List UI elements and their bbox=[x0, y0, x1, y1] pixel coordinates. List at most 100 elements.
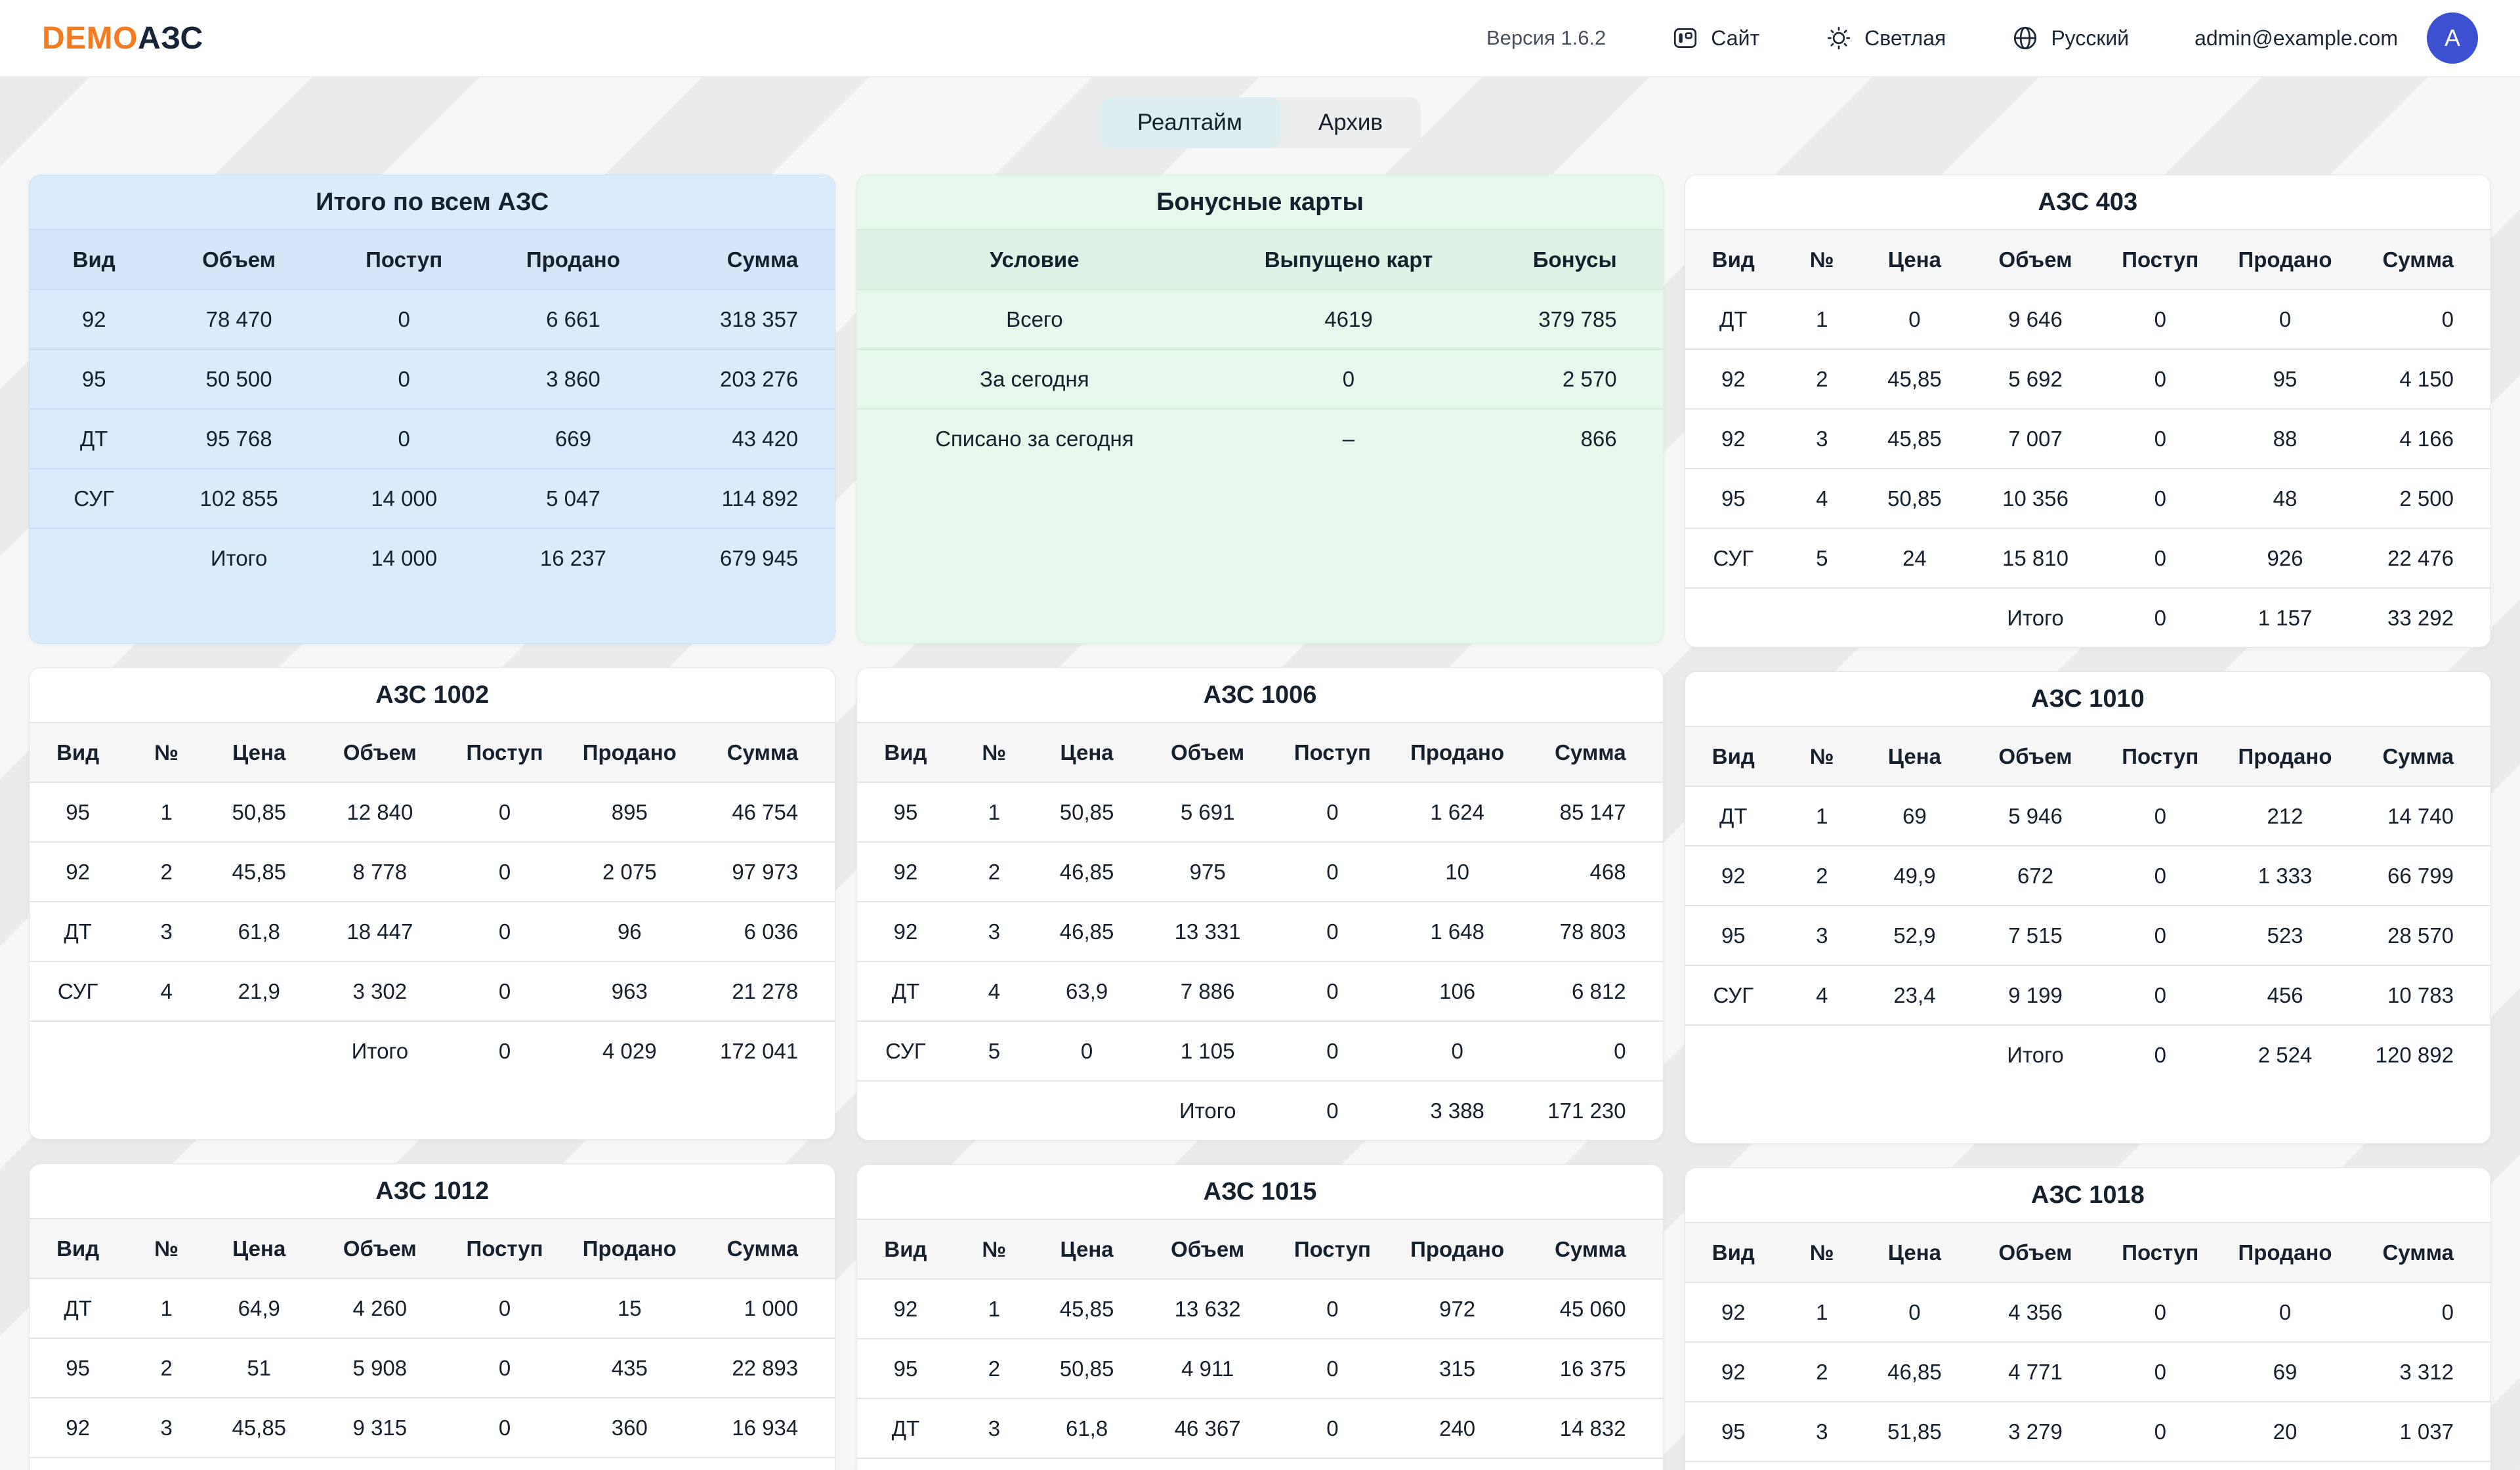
table-cell: Объем bbox=[343, 740, 417, 765]
table-row: Итого 0 2 524 120 892 bbox=[1685, 1024, 2490, 1084]
table-cell: Объем bbox=[1998, 1240, 2072, 1265]
table-cell: 679 945 bbox=[719, 545, 799, 570]
table-cell: 5 bbox=[988, 1038, 1001, 1063]
table-cell: Цена bbox=[1887, 1240, 1942, 1265]
table-cell: 0 bbox=[398, 366, 410, 391]
table-cell: 1 000 bbox=[744, 1295, 799, 1320]
table-cell: Всего bbox=[1006, 306, 1063, 331]
tab-1[interactable]: Архив bbox=[1280, 97, 1421, 148]
table-cell: 5 047 bbox=[546, 486, 600, 511]
table-cell: 92 bbox=[81, 306, 106, 331]
table-cell: 95 bbox=[66, 799, 90, 824]
table-cell: 14 000 bbox=[371, 545, 438, 570]
table-cell: 45,85 bbox=[232, 859, 287, 884]
station-card-1012: АЗС 1012 Вид № Цена Объем Поступ Продано Сумма Д… bbox=[29, 1164, 836, 1470]
tab-0[interactable]: Реалтайм bbox=[1099, 97, 1280, 148]
card-title: АЗС 1010 bbox=[2030, 684, 2145, 713]
table-cell: 10 783 bbox=[2387, 982, 2454, 1007]
table-cell: За сегодня bbox=[980, 366, 1089, 391]
table-cell: 5 946 bbox=[2008, 803, 2063, 828]
table-cell: 45,85 bbox=[1887, 426, 1942, 451]
table-cell: 92 bbox=[893, 1296, 918, 1321]
table-row: СУГ 4 21,9 3 302 0 963 21 278 bbox=[30, 961, 835, 1020]
table-cell: Вид bbox=[1712, 247, 1755, 272]
table-cell: Сумма bbox=[1555, 740, 1626, 765]
table-cell: 0 bbox=[2154, 426, 2166, 451]
table-cell: 45,85 bbox=[232, 1415, 287, 1440]
language-button[interactable]: Русский bbox=[2011, 24, 2129, 52]
table-cell: 212 bbox=[2267, 803, 2303, 828]
table-cell: 46,85 bbox=[1059, 919, 1114, 944]
table-cell: 1 bbox=[1816, 803, 1828, 828]
table-cell: Объем bbox=[1998, 247, 2072, 272]
site-button[interactable]: Сайт bbox=[1671, 24, 1759, 52]
table-cell: 95 bbox=[1721, 923, 1746, 948]
table-cell: 0 bbox=[2154, 982, 2166, 1007]
table-cell: СУГ bbox=[885, 1038, 926, 1063]
tabs: Реалтайм Архив bbox=[1099, 97, 1421, 148]
card-title: АЗС 1006 bbox=[1203, 681, 1317, 709]
table-cell: 13 331 bbox=[1174, 919, 1241, 944]
table-cell: 13 632 bbox=[1174, 1296, 1241, 1321]
table-cell: Сумма bbox=[726, 1236, 799, 1261]
table-cell: 0 bbox=[398, 306, 410, 331]
avatar[interactable]: A bbox=[2427, 12, 2478, 64]
table-cell: 22 893 bbox=[732, 1355, 799, 1380]
table-cell: 0 bbox=[1326, 1098, 1339, 1123]
station-card-403: АЗС 403 Вид № Цена Объем Поступ Продано Сумма ДТ… bbox=[1684, 175, 2491, 648]
table-cell: Вид bbox=[56, 740, 100, 765]
card-title: АЗС 403 bbox=[2038, 188, 2138, 216]
table-cell: № bbox=[1809, 247, 1834, 272]
card-title: АЗС 1018 bbox=[2030, 1181, 2145, 1209]
table-cell: 4 911 bbox=[1181, 1356, 1234, 1381]
table-cell: 0 bbox=[2278, 306, 2292, 331]
table-row: 95 3 52,9 7 515 0 523 28 570 bbox=[1685, 905, 2490, 965]
column-left: Итого по всем АЗС Вид Объем Поступ Продано Су… bbox=[29, 175, 836, 1470]
table-cell: № bbox=[154, 1236, 179, 1261]
app-header: DEMOАЗС Версия 1.6.2 Сайт С bbox=[0, 0, 2520, 77]
table-cell: 0 bbox=[2154, 366, 2166, 391]
card-title: АЗС 1012 bbox=[375, 1177, 490, 1205]
table-cell: 9 646 bbox=[2008, 306, 2063, 331]
table-cell: 0 bbox=[1908, 1299, 1921, 1324]
table-cell: 3 388 bbox=[1430, 1098, 1484, 1123]
theme-button[interactable]: Светлая bbox=[1825, 24, 1946, 52]
table-cell: 0 bbox=[498, 1038, 511, 1063]
table-cell: 0 bbox=[1080, 1038, 1093, 1063]
site-icon bbox=[1674, 28, 1697, 49]
table-cell: 16 375 bbox=[1559, 1356, 1626, 1381]
table-cell: 0 bbox=[1326, 1296, 1339, 1321]
table-cell: 7 886 bbox=[1180, 978, 1235, 1003]
table-cell: 7 007 bbox=[2008, 426, 2063, 451]
table-cell: 4 356 bbox=[2008, 1299, 2063, 1324]
table-row: 92 2 45,85 8 778 0 2 075 97 973 bbox=[30, 841, 835, 901]
table-cell: 172 041 bbox=[719, 1038, 799, 1063]
app-logo[interactable]: DEMOАЗС bbox=[42, 20, 203, 56]
table-cell: 0 bbox=[2154, 923, 2166, 948]
table-cell: Объем bbox=[343, 1236, 417, 1261]
user-email: admin@example.com bbox=[2194, 26, 2398, 50]
table-cell: Цена bbox=[1060, 740, 1114, 765]
table-row: ДТ 3 61,8 18 447 0 96 6 036 bbox=[30, 901, 835, 961]
table-cell: 0 bbox=[1908, 306, 1921, 331]
table-cell: Продано bbox=[2238, 744, 2332, 768]
table-cell: Вид bbox=[884, 1236, 927, 1261]
table-cell: 106 bbox=[1439, 978, 1476, 1003]
table-cell: Бонусы bbox=[1532, 247, 1617, 272]
table-cell: № bbox=[154, 740, 179, 765]
table-cell: Поступ bbox=[366, 247, 443, 272]
table-cell: 203 276 bbox=[719, 366, 799, 391]
table-cell: 45 060 bbox=[1559, 1296, 1626, 1321]
table-cell: 2 bbox=[988, 1356, 1001, 1381]
table-cell: 523 bbox=[2267, 923, 2303, 948]
table-row: ДТ 95 768 0 669 43 420 bbox=[30, 408, 835, 468]
table-cell: 92 bbox=[66, 1415, 90, 1440]
table-cell: 92 bbox=[893, 859, 918, 884]
table-cell: 0 bbox=[2154, 545, 2166, 570]
table-cell: 92 bbox=[1721, 426, 1746, 451]
table-cell: 669 bbox=[555, 426, 591, 451]
table-cell: 2 bbox=[160, 1355, 173, 1380]
table-cell: Поступ bbox=[466, 1236, 543, 1261]
table-cell: 0 bbox=[1326, 919, 1339, 944]
table-cell: 1 bbox=[160, 1295, 173, 1320]
